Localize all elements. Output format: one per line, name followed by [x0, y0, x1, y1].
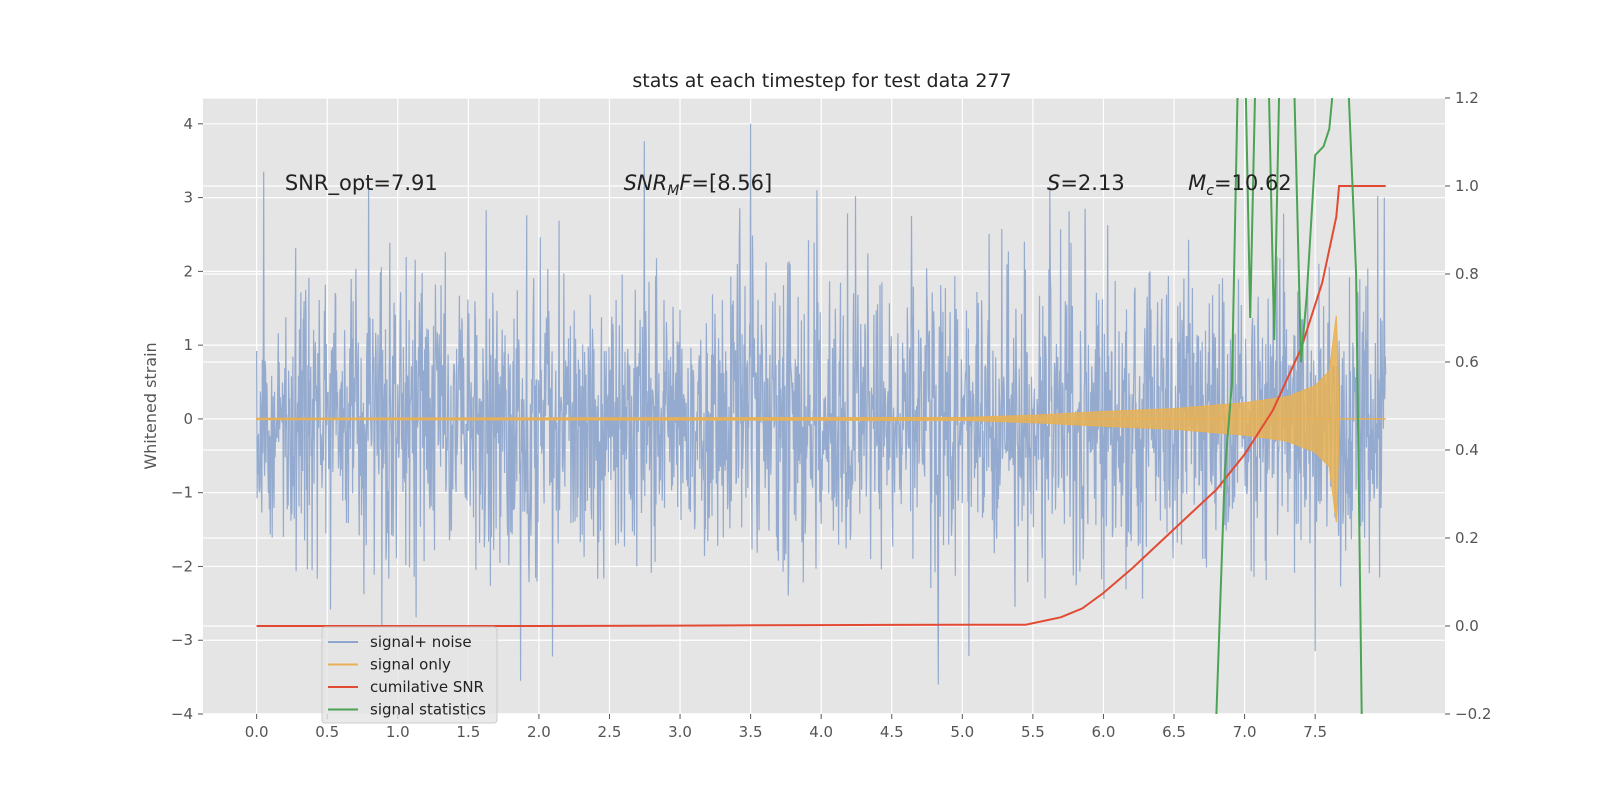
chart-title: stats at each timestep for test data 277	[632, 70, 1011, 92]
x-tick-label: 3.0	[668, 723, 692, 741]
annotation-s: S=2.13	[1047, 171, 1125, 195]
annotation-snr-opt: SNR_opt=7.91	[285, 171, 438, 196]
legend-label: signal+ noise	[370, 633, 472, 651]
y2-tick-label: 0.4	[1455, 441, 1479, 459]
y2-tick-label: 0.6	[1455, 353, 1479, 371]
y-tick-label: 0	[183, 410, 193, 428]
y-tick-label: 4	[183, 115, 193, 133]
annotation-s-symbol: S	[1047, 171, 1060, 195]
y2-tick-label: 0.8	[1455, 265, 1479, 283]
annotation-mc-sub: c	[1206, 183, 1214, 199]
annotation-mc-value: =10.62	[1214, 171, 1292, 195]
annotation-s-value: =2.13	[1060, 171, 1124, 195]
x-tick-label: 1.0	[386, 723, 410, 741]
x-tick-label: 1.5	[456, 723, 480, 741]
y-tick-label: −1	[171, 484, 193, 502]
y-tick-label: 1	[183, 336, 193, 354]
x-tick-label: 5.5	[1021, 723, 1045, 741]
annotation-snr-mf: SNRMF=[8.56]	[624, 171, 773, 199]
x-tick-label: 0.0	[245, 723, 269, 741]
x-tick-label: 6.0	[1092, 723, 1116, 741]
x-tick-label: 7.5	[1303, 723, 1327, 741]
annotation-mc: Mc=10.62	[1188, 171, 1292, 199]
y-tick-label: −4	[171, 705, 193, 723]
y-tick-label: 2	[183, 262, 193, 280]
x-tick-label: 6.5	[1162, 723, 1186, 741]
x-tick-label: 3.5	[739, 723, 763, 741]
annotation-layer: SNR_opt=7.91 SNRMF=[8.56] S=2.13 Mc=10.62	[285, 171, 1292, 199]
x-tick-label: 7.0	[1233, 723, 1257, 741]
x-tick-label: 2.5	[598, 723, 622, 741]
legend: signal+ noise signal only cumilative SNR si…	[321, 626, 498, 724]
annotation-snr-mf-sub: M	[667, 183, 679, 199]
legend-box	[321, 626, 498, 724]
legend-label: signal only	[370, 656, 451, 674]
annotation-mc-base: M	[1188, 171, 1206, 195]
x-tick-label: 0.5	[315, 723, 339, 741]
y2-tick-label: 0.0	[1455, 617, 1479, 635]
y2-tick-label: 0.2	[1455, 529, 1479, 547]
y-tick-label: −3	[171, 631, 193, 649]
x-tick-label: 2.0	[527, 723, 551, 741]
legend-label: signal statistics	[370, 701, 486, 719]
annotation-snr-mf-value: =[8.56]	[691, 171, 772, 195]
y2-tick-label: 1.0	[1455, 177, 1479, 195]
series-layer	[256, 98, 1387, 714]
y-tick-label: 3	[183, 189, 193, 207]
x-tick-label: 5.0	[950, 723, 974, 741]
y-tick-label: −2	[171, 557, 193, 575]
x-tick-label: 4.5	[880, 723, 904, 741]
x-tick-label: 4.0	[809, 723, 833, 741]
annotation-snr-mf-base: SNR	[624, 171, 668, 195]
y-axis-label: Whitened strain	[141, 342, 160, 469]
y2-tick-label: 1.2	[1455, 89, 1479, 107]
legend-label: cumilative SNR	[370, 678, 484, 696]
y2-tick-label: −0.2	[1455, 705, 1491, 723]
series-cumulative-snr-line	[256, 185, 1386, 627]
annotation-snr-mf-rest: F	[679, 171, 692, 195]
tick-layer: 0.0 0.5 1.0 1.5 2.0 2.5 3.0 3.5 4.0 4.5 5.0 5.5 6.0 6…	[171, 89, 1492, 741]
